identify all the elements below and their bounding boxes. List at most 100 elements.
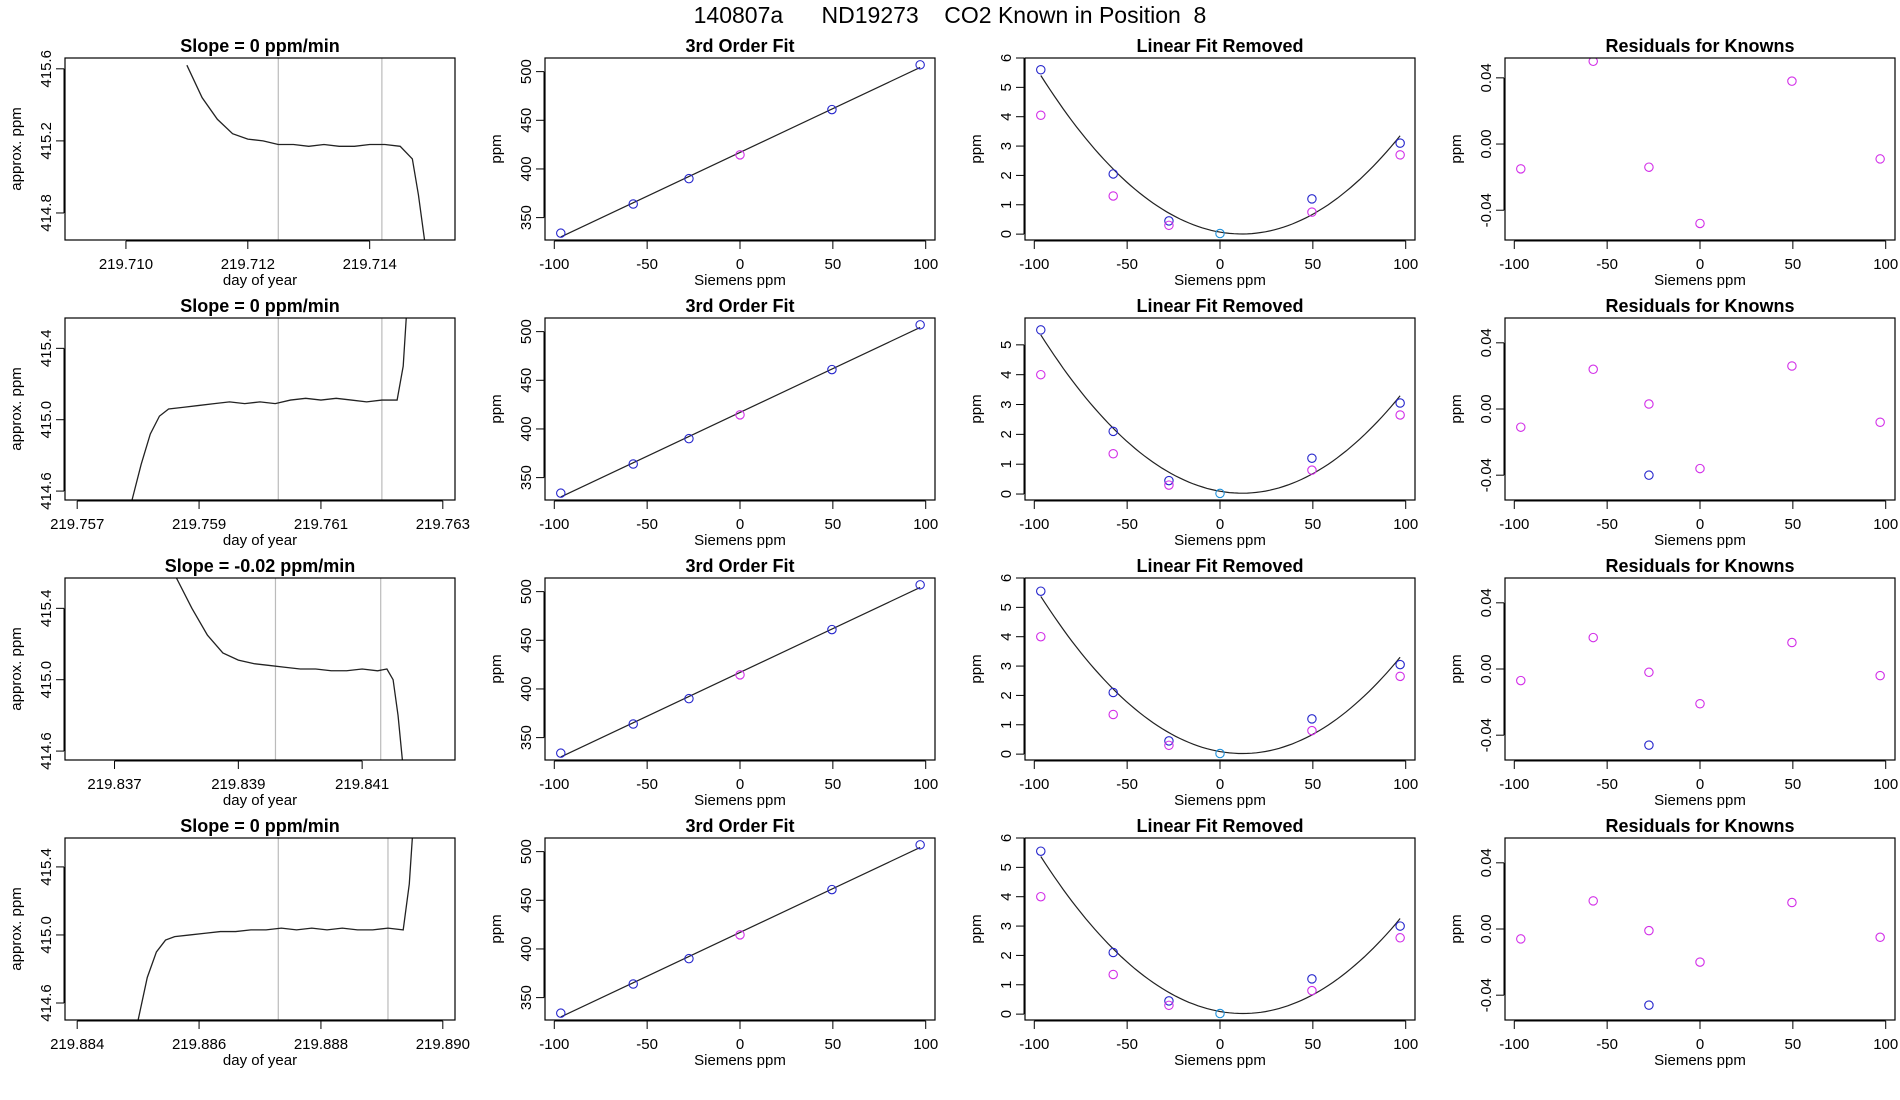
y-tick-label: 0.00 xyxy=(1478,914,1495,943)
y-axis-label: ppm xyxy=(968,394,985,423)
panel-frame xyxy=(1504,317,1896,501)
knowns-point xyxy=(827,884,837,895)
knowns-point xyxy=(556,1008,566,1018)
x-tick-label: -50 xyxy=(636,256,658,273)
x-tick-label: 219.759 xyxy=(172,516,226,533)
x-tick-label: 50 xyxy=(825,516,842,533)
y-tick-label: 500 xyxy=(518,59,535,84)
residuals-point xyxy=(1875,932,1885,943)
fit-point xyxy=(1036,586,1046,596)
x-axis-label: day of year xyxy=(223,792,297,809)
observed-point xyxy=(1395,671,1405,682)
x-tick-label: 0 xyxy=(1696,776,1704,793)
y-axis-label: ppm xyxy=(1448,654,1465,683)
fit-curve xyxy=(1040,75,1401,235)
panel-10: 3rd Order Fit -100 -50 0 50 100 350 400 450 500 Si… xyxy=(488,556,938,809)
fit-point xyxy=(1215,228,1225,239)
x-tick-label: -50 xyxy=(636,516,658,533)
plot-area xyxy=(137,838,413,1020)
y-tick-label: 415.4 xyxy=(38,848,55,886)
x-tick-label: -100 xyxy=(1019,516,1049,533)
y-tick-label: 415.4 xyxy=(38,330,55,368)
panel-frame xyxy=(544,577,936,761)
panel-3: Linear Fit Removed -100 -50 0 50 100 0 1 2 3 4 5 6 Si… xyxy=(968,36,1418,289)
y-tick-label: 5 xyxy=(998,341,1015,349)
observed-point xyxy=(1108,449,1118,459)
panel-frame xyxy=(1024,837,1416,1021)
y-axis-label: ppm xyxy=(968,134,985,163)
x-tick-label: 100 xyxy=(913,516,938,533)
y-tick-label: 0.04 xyxy=(1478,63,1495,92)
y-axis-label: ppm xyxy=(488,654,505,683)
y-tick-label: 5 xyxy=(998,83,1015,91)
observed-point xyxy=(1108,709,1118,720)
x-tick-label: -50 xyxy=(636,1036,658,1053)
x-tick-label: 50 xyxy=(1785,776,1802,793)
fit-point xyxy=(1215,1008,1225,1019)
y-tick-label: -0.04 xyxy=(1478,978,1495,1012)
fit-point xyxy=(1036,325,1046,335)
knowns-point xyxy=(827,104,837,115)
fit-point xyxy=(1395,921,1405,931)
x-tick-label: -100 xyxy=(1499,776,1529,793)
panel-7: Linear Fit Removed -100 -50 0 50 100 0 1 2 3 4 5 Sie… xyxy=(968,296,1418,549)
trace-line xyxy=(137,838,413,1020)
x-tick-label: 0 xyxy=(736,516,744,533)
x-tick-label: 0 xyxy=(1216,776,1224,793)
fit-line xyxy=(560,66,921,238)
x-tick-label: 219.837 xyxy=(87,776,141,793)
panel-frame xyxy=(1024,57,1416,241)
panel-frame xyxy=(64,577,456,761)
x-axis-label: Siemens ppm xyxy=(1654,1052,1746,1069)
y-tick-label: 415.0 xyxy=(38,401,55,439)
knowns-point xyxy=(915,60,925,70)
x-tick-label: -50 xyxy=(1596,516,1618,533)
y-tick-label: -0.04 xyxy=(1478,718,1495,752)
plot-area xyxy=(1516,58,1885,229)
plot-area xyxy=(556,840,925,1018)
panel-title: Linear Fit Removed xyxy=(1136,36,1303,56)
y-tick-label: 3 xyxy=(998,142,1015,150)
x-tick-label: 219.714 xyxy=(343,256,397,273)
x-tick-label: 100 xyxy=(913,1036,938,1053)
y-tick-label: 500 xyxy=(518,579,535,604)
fit-point xyxy=(1307,714,1317,724)
knowns-point xyxy=(684,433,694,444)
residuals-point xyxy=(1588,632,1598,643)
panel-frame xyxy=(1504,57,1896,241)
y-tick-label: 1 xyxy=(998,201,1015,209)
y-tick-label: 350 xyxy=(518,725,535,750)
x-tick-label: -100 xyxy=(1499,256,1529,273)
y-tick-label: 415.6 xyxy=(38,50,55,88)
y-tick-label: 5 xyxy=(998,863,1015,871)
x-tick-label: 219.890 xyxy=(416,1036,470,1053)
fit-point xyxy=(1215,748,1225,759)
knowns-point xyxy=(735,410,745,420)
residuals-point xyxy=(1644,162,1654,172)
y-axis-label: ppm xyxy=(1448,134,1465,163)
panel-title: Slope = 0 ppm/min xyxy=(180,296,340,316)
x-axis-label: Siemens ppm xyxy=(1174,532,1266,549)
x-tick-label: -100 xyxy=(539,1036,569,1053)
y-tick-label: 400 xyxy=(518,156,535,181)
observed-point xyxy=(1036,369,1046,380)
y-tick-label: 500 xyxy=(518,319,535,344)
y-tick-label: 0.04 xyxy=(1478,848,1495,877)
y-axis-label: approx. ppm xyxy=(8,107,25,190)
x-tick-label: 50 xyxy=(1785,256,1802,273)
x-axis-label: Siemens ppm xyxy=(1174,1052,1266,1069)
y-axis-label: ppm xyxy=(968,914,985,943)
panel-title: Residuals for Knowns xyxy=(1605,816,1794,836)
observed-point xyxy=(1164,740,1174,751)
residuals-point xyxy=(1695,463,1705,474)
fit-point xyxy=(1036,64,1046,75)
plot-area xyxy=(131,318,407,500)
y-tick-label: 350 xyxy=(518,985,535,1010)
y-tick-label: 3 xyxy=(998,400,1015,408)
y-tick-label: 414.6 xyxy=(38,984,55,1022)
panel-title: Slope = 0 ppm/min xyxy=(180,816,340,836)
panel-16: Residuals for Knowns -100 -50 0 50 100 -0.04 0.… xyxy=(1448,816,1898,1069)
knowns-point xyxy=(684,953,694,964)
panel-14: 3rd Order Fit -100 -50 0 50 100 350 400 450 500 Si… xyxy=(488,816,938,1069)
knowns-point xyxy=(556,488,566,498)
